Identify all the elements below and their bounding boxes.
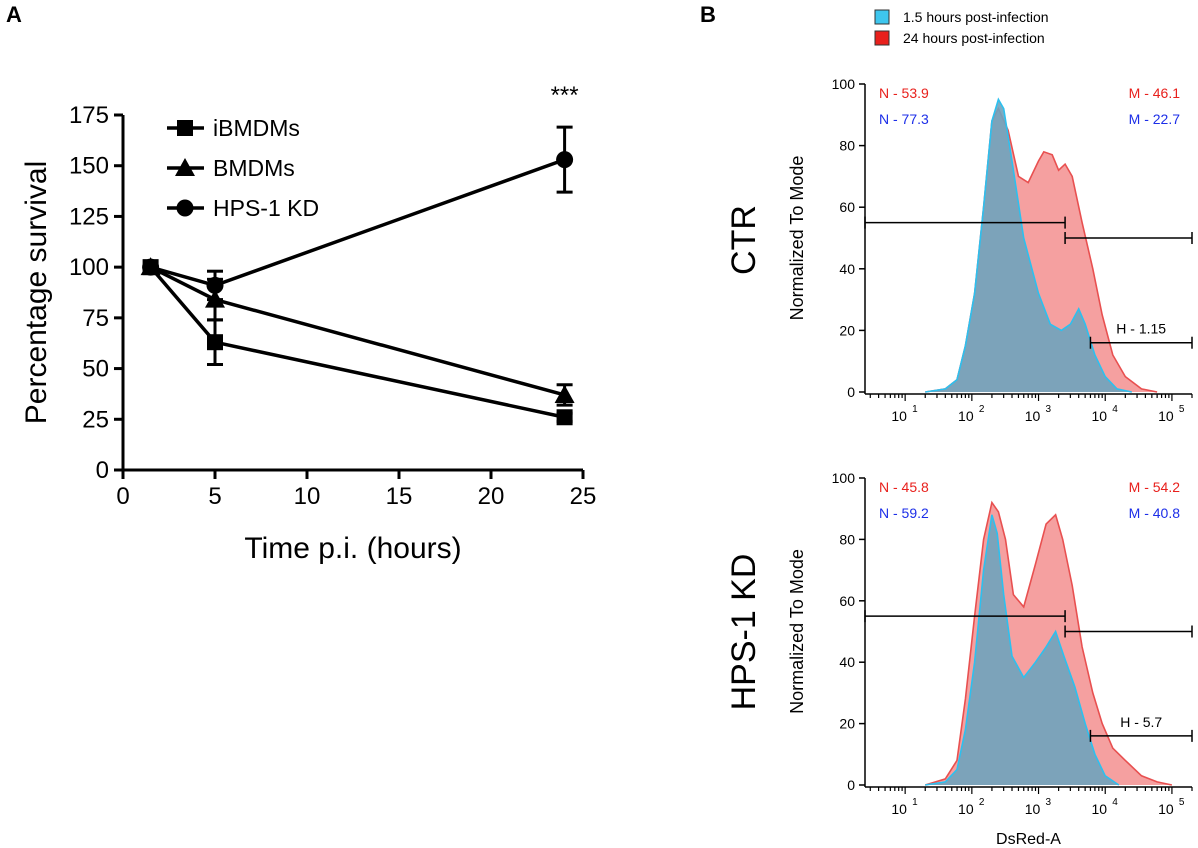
- y-axis-title: Normalized To Mode: [787, 156, 807, 321]
- x-tick-label: 10: [1158, 408, 1174, 424]
- gate-h-label: H - 5.7: [1120, 714, 1162, 730]
- legend-label: 24 hours post-infection: [903, 30, 1045, 46]
- stat-n-early: N - 77.3: [879, 111, 929, 127]
- y-tick-label: 40: [839, 261, 855, 277]
- x-tick-label: 10: [958, 408, 974, 424]
- series-hps-1-kd: [142, 125, 574, 302]
- panel-label-a: A: [6, 2, 22, 27]
- survival-axes: 0 25 50 75 100 125 150 175 0 5 10 15 20 25 Time p.i. (…: [20, 102, 596, 565]
- x-tick-label: 10: [891, 801, 907, 817]
- y-tick-label: 150: [69, 153, 109, 180]
- x-tick-label: 10: [958, 801, 974, 817]
- legend-swatch: [874, 30, 890, 46]
- stat-m-early: M - 40.8: [1129, 505, 1181, 521]
- x-tick-label: 10: [1025, 408, 1041, 424]
- data-point: [554, 384, 575, 403]
- x-tick-label: 0: [116, 483, 129, 510]
- legend-swatch: [874, 9, 890, 25]
- data-point: [556, 409, 573, 426]
- stat-m-late: M - 54.2: [1129, 479, 1181, 495]
- legend-label: iBMDMs: [213, 115, 300, 141]
- flow-histograms: 1.5 hours post-infection 24 hours post-in…: [725, 9, 1193, 848]
- survival-legend: iBMDMs BMDMs HPS-1 KD: [167, 115, 319, 221]
- histogram-panel-hps1kd: HPS-1 KD Normalized To Mode 0 20 40 60 80 100 10…: [725, 470, 1193, 848]
- early-histogram-line: [925, 97, 1132, 393]
- stat-n-late: N - 53.9: [879, 85, 929, 101]
- y-tick-label: 20: [839, 716, 855, 732]
- x-tick-exponent: 3: [1046, 797, 1052, 808]
- y-tick-label: 100: [69, 254, 109, 281]
- x-tick-label: 10: [891, 408, 907, 424]
- x-axis-title: DsRed-A: [996, 831, 1061, 848]
- row-label: HPS-1 KD: [725, 554, 763, 711]
- x-tick-label: 10: [1025, 801, 1041, 817]
- x-tick-label: 25: [570, 483, 597, 510]
- survival-chart: 0 25 50 75 100 125 150 175 0 5 10 15 20 25 Time p.i. (…: [20, 82, 596, 565]
- x-tick-label: 10: [1158, 801, 1174, 817]
- x-tick-exponent: 1: [912, 404, 918, 415]
- x-tick-exponent: 4: [1112, 797, 1118, 808]
- x-tick-exponent: 5: [1179, 797, 1185, 808]
- y-tick-label: 60: [839, 593, 855, 609]
- x-tick-label: 10: [294, 483, 321, 510]
- survival-series-group: ***: [140, 82, 579, 426]
- x-tick-label: 20: [478, 483, 505, 510]
- x-tick-exponent: 2: [979, 797, 985, 808]
- legend-label: BMDMs: [213, 155, 295, 181]
- stat-n-early: N - 59.2: [879, 505, 929, 521]
- y-tick-label: 60: [839, 199, 855, 215]
- data-point: [207, 334, 223, 351]
- x-tick-label: 10: [1091, 801, 1107, 817]
- x-tick-exponent: 2: [979, 404, 985, 415]
- early-histogram-fill: [925, 514, 1119, 785]
- x-axis-title: Time p.i. (hours): [244, 532, 461, 565]
- legend-marker: [177, 120, 193, 136]
- y-tick-label: 125: [69, 203, 109, 230]
- legend-label: 1.5 hours post-infection: [903, 9, 1049, 25]
- stat-m-early: M - 22.7: [1129, 111, 1181, 127]
- x-tick-label: 5: [208, 483, 221, 510]
- x-tick-exponent: 1: [912, 797, 918, 808]
- legend-marker: [175, 158, 195, 176]
- y-tick-label: 25: [82, 406, 109, 433]
- x-tick-exponent: 5: [1179, 404, 1185, 415]
- y-tick-label: 0: [96, 457, 109, 484]
- y-tick-label: 80: [839, 531, 855, 547]
- y-tick-label: 40: [839, 654, 855, 670]
- y-tick-label: 0: [847, 384, 855, 400]
- y-tick-label: 20: [839, 322, 855, 338]
- legend-label: HPS-1 KD: [213, 195, 319, 221]
- significance-annotation: ***: [551, 82, 579, 109]
- y-axis-title: Percentage survival: [20, 161, 53, 424]
- y-tick-label: 80: [839, 138, 855, 154]
- histogram-legend: 1.5 hours post-infection 24 hours post-in…: [874, 9, 1049, 46]
- early-histogram-fill: [925, 99, 1132, 393]
- late-histogram-line: [924, 500, 1173, 786]
- row-label: CTR: [725, 205, 763, 275]
- y-axis-title: Normalized To Mode: [787, 549, 807, 714]
- data-point: [556, 151, 574, 169]
- y-tick-label: 100: [832, 76, 856, 92]
- gate-h-label: H - 1.15: [1116, 321, 1166, 337]
- x-tick-exponent: 3: [1046, 404, 1052, 415]
- y-tick-label: 175: [69, 102, 109, 129]
- y-tick-label: 0: [847, 777, 855, 793]
- y-tick-label: 50: [82, 356, 109, 383]
- x-tick-label: 15: [386, 483, 413, 510]
- data-point: [142, 258, 160, 276]
- panel-label-b: B: [700, 2, 716, 27]
- y-tick-label: 75: [82, 305, 109, 332]
- stat-n-late: N - 45.8: [879, 479, 929, 495]
- legend-marker: [176, 199, 194, 217]
- data-point: [206, 276, 224, 294]
- x-tick-exponent: 4: [1112, 404, 1118, 415]
- y-tick-label: 100: [832, 470, 856, 486]
- early-histogram-line: [925, 514, 1120, 786]
- x-tick-label: 10: [1091, 408, 1107, 424]
- stat-m-late: M - 46.1: [1129, 85, 1181, 101]
